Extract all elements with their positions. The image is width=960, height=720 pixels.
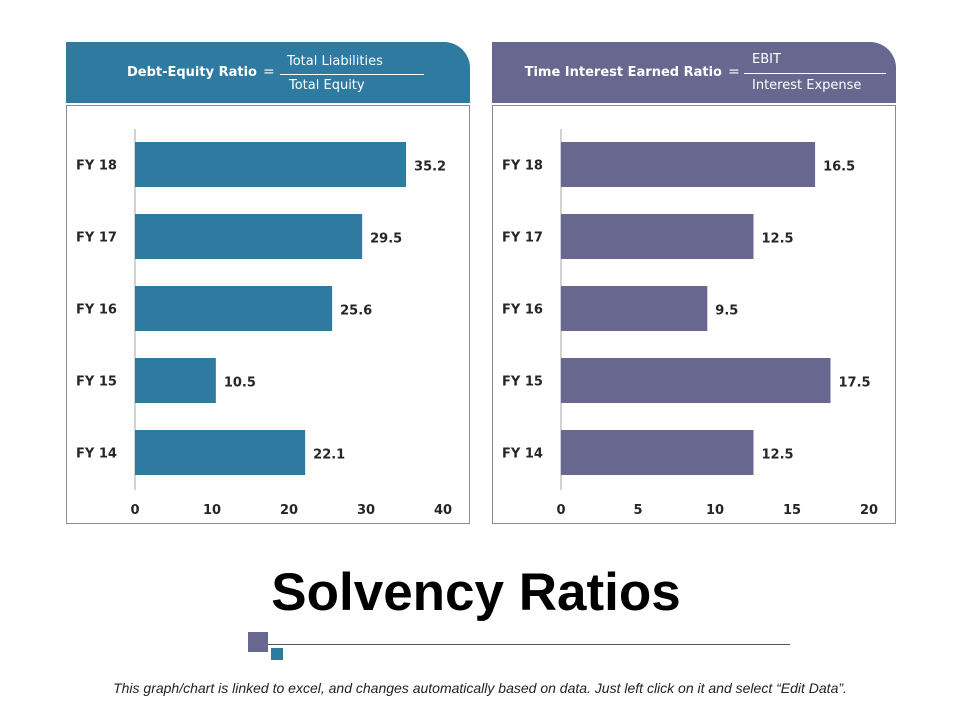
- tie-equals: =: [728, 64, 740, 80]
- tie-value-label: 9.5: [715, 304, 738, 319]
- debt-equity-value-label: 25.6: [340, 304, 372, 319]
- debt-equity-fraction-line: [280, 74, 424, 75]
- debt-equity-value-label: 22.1: [313, 448, 345, 463]
- tie-chart-frame: FY 18 16.5 FY 17 12.5 FY 16 9.5 FY 15 17.5 FY 14…: [492, 105, 896, 524]
- debt-equity-bar-fy15: [135, 358, 216, 403]
- tie-numerator: EBIT: [752, 52, 781, 67]
- debt-equity-chart: FY 18 35.2 FY 17 29.5 FY 16 25.6 FY 15 10.5 FY 1…: [76, 129, 452, 518]
- tie-header: Time Interest Earned Ratio = EBIT Intere…: [492, 42, 896, 103]
- tie-x-tick-label: 20: [860, 503, 878, 518]
- debt-equity-denominator: Total Equity: [289, 78, 365, 93]
- tie-chart: FY 18 16.5 FY 17 12.5 FY 16 9.5 FY 15 17.5 FY 14…: [502, 129, 878, 518]
- debt-equity-category-label: FY 18: [76, 159, 117, 174]
- page-title: Solvency Ratios: [271, 563, 681, 622]
- debt-equity-bar-fy18: [135, 142, 407, 187]
- debt-equity-bar-fy14: [135, 430, 306, 475]
- debt-equity-header: Debt-Equity Ratio = Total Liabilities To…: [66, 42, 470, 103]
- tie-bar-fy16: [561, 286, 708, 331]
- debt-equity-value-label: 10.5: [224, 376, 256, 391]
- tie-category-label: FY 14: [502, 447, 543, 462]
- tie-value-label: 16.5: [823, 160, 855, 175]
- tie-x-tick-label: 15: [783, 503, 801, 518]
- decorative-divider: [268, 644, 790, 645]
- footer-note: This graph/chart is linked to excel, and…: [113, 680, 847, 696]
- debt-equity-label: Debt-Equity Ratio: [126, 65, 257, 80]
- tie-panel: Time Interest Earned Ratio = EBIT Intere…: [492, 42, 896, 524]
- tie-bar-fy14: [561, 430, 754, 475]
- debt-equity-category-label: FY 14: [76, 447, 117, 462]
- tie-x-tick-label: 0: [556, 503, 565, 518]
- debt-equity-x-tick-label: 10: [203, 503, 221, 518]
- debt-equity-category-label: FY 15: [76, 375, 117, 390]
- tie-x-tick-label: 5: [633, 503, 642, 518]
- tie-bar-fy17: [561, 214, 754, 259]
- debt-equity-panel: Debt-Equity Ratio = Total Liabilities To…: [66, 42, 470, 524]
- tie-x-tick-label: 10: [706, 503, 724, 518]
- debt-equity-category-label: FY 17: [76, 231, 117, 246]
- debt-equity-bar-fy17: [135, 214, 363, 259]
- tie-category-label: FY 18: [502, 159, 543, 174]
- debt-equity-x-tick-label: 40: [434, 503, 452, 518]
- tie-bar-fy18: [561, 142, 816, 187]
- tie-category-label: FY 16: [502, 303, 543, 318]
- debt-equity-x-tick-label: 0: [130, 503, 139, 518]
- debt-equity-x-tick-label: 30: [357, 503, 375, 518]
- debt-equity-x-tick-label: 20: [280, 503, 298, 518]
- tie-fraction-line: [744, 73, 886, 74]
- tie-category-label: FY 15: [502, 375, 543, 390]
- tie-bar-fy15: [561, 358, 831, 403]
- debt-equity-bar-fy16: [135, 286, 333, 331]
- debt-equity-category-label: FY 16: [76, 303, 117, 318]
- debt-equity-numerator: Total Liabilities: [287, 54, 383, 69]
- tie-value-label: 17.5: [839, 376, 871, 391]
- tie-category-label: FY 17: [502, 231, 543, 246]
- debt-equity-value-label: 35.2: [414, 160, 446, 175]
- debt-equity-equals: =: [263, 64, 275, 80]
- tie-value-label: 12.5: [762, 232, 794, 247]
- tie-denominator: Interest Expense: [752, 78, 862, 93]
- decorative-square-small: [271, 648, 283, 660]
- tie-label: Time Interest Earned Ratio: [524, 65, 722, 80]
- debt-equity-chart-frame: FY 18 35.2 FY 17 29.5 FY 16 25.6 FY 15 10.5 FY 1…: [66, 105, 470, 524]
- tie-value-label: 12.5: [762, 448, 794, 463]
- debt-equity-value-label: 29.5: [370, 232, 402, 247]
- decorative-square-large: [248, 632, 268, 652]
